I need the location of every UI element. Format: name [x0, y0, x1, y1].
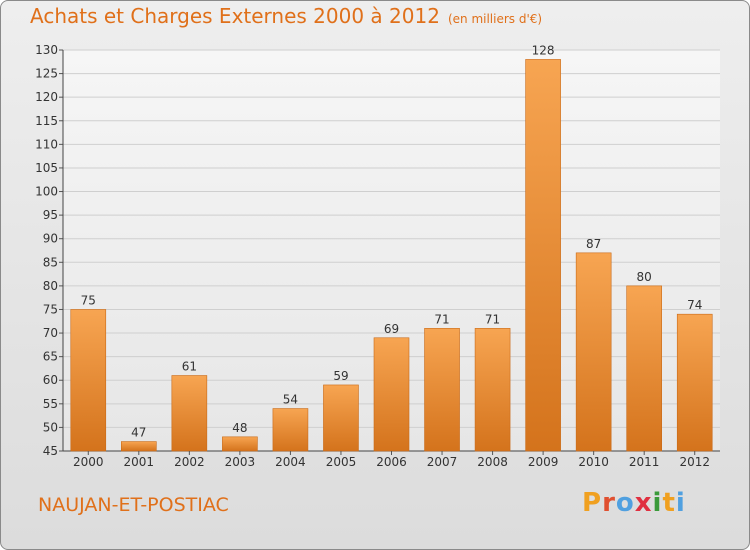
- bar: [525, 59, 561, 452]
- y-tick-label: 130: [35, 43, 58, 57]
- y-tick-label: 120: [35, 90, 58, 104]
- y-tick-label: 50: [43, 420, 58, 434]
- y-tick-label: 70: [43, 326, 58, 340]
- y-tick-label: 75: [43, 302, 58, 316]
- bar: [626, 285, 662, 452]
- data-label: 87: [586, 237, 601, 251]
- bar: [171, 375, 208, 452]
- logo-letter: o: [615, 488, 635, 518]
- x-tick-label: 2000: [73, 455, 104, 469]
- data-label: 47: [131, 426, 146, 440]
- x-tick-label: 2011: [629, 455, 660, 469]
- y-tick-label: 115: [35, 114, 58, 128]
- y-tick-label: 80: [43, 279, 58, 293]
- data-label: 54: [283, 393, 298, 407]
- y-tick-label: 90: [43, 232, 58, 246]
- logo-letter: i: [652, 488, 663, 518]
- logo-letter: P: [582, 488, 603, 518]
- x-tick-label: 2006: [376, 455, 407, 469]
- commune-name: NAUJAN-ET-POSTIAC: [38, 494, 229, 516]
- data-label: 74: [687, 298, 702, 312]
- bar: [474, 328, 511, 452]
- data-label: 80: [637, 270, 652, 284]
- y-tick-label: 95: [43, 208, 58, 222]
- chart-title: Achats et Charges Externes 2000 à 2012: [30, 4, 440, 28]
- bar: [222, 436, 258, 452]
- data-label: 75: [81, 293, 96, 307]
- y-tick-label: 55: [43, 397, 58, 411]
- chart-title-block: Achats et Charges Externes 2000 à 2012 (e…: [30, 4, 542, 28]
- y-tick-label: 65: [43, 350, 58, 364]
- bar: [70, 309, 107, 452]
- x-tick-label: 2007: [427, 455, 458, 469]
- y-tick-label: 125: [35, 67, 58, 81]
- x-tick-label: 2009: [528, 455, 559, 469]
- bar: [121, 441, 157, 452]
- y-tick-label: 85: [43, 255, 58, 269]
- logo-letter: t: [662, 488, 676, 518]
- chart-subtitle: (en milliers d'€): [447, 12, 543, 26]
- bar: [575, 252, 612, 452]
- logo-letter: r: [602, 488, 616, 518]
- x-tick-label: 2002: [174, 455, 205, 469]
- data-label: 59: [333, 369, 348, 383]
- x-tick-label: 2010: [578, 455, 609, 469]
- y-tick-label: 60: [43, 373, 58, 387]
- bar: [373, 337, 410, 452]
- data-label: 71: [434, 312, 449, 326]
- x-tick-label: 2008: [477, 455, 508, 469]
- data-label: 71: [485, 312, 500, 326]
- logo-letter: x: [634, 488, 653, 518]
- bar: [272, 408, 309, 452]
- data-label: 128: [532, 43, 555, 57]
- proxiti-logo: Proxiti: [582, 488, 686, 518]
- bar: [676, 313, 713, 452]
- y-tick-label: 45: [43, 444, 58, 458]
- bar: [323, 384, 359, 452]
- logo-letter: i: [675, 488, 686, 518]
- y-tick-label: 105: [35, 161, 58, 175]
- x-tick-label: 2012: [679, 455, 710, 469]
- y-tick-label: 110: [35, 137, 58, 151]
- x-tick-label: 2001: [124, 455, 155, 469]
- x-tick-label: 2005: [326, 455, 357, 469]
- y-tick-label: 100: [35, 185, 58, 199]
- x-tick-label: 2003: [225, 455, 256, 469]
- data-label: 69: [384, 322, 399, 336]
- x-tick-label: 2004: [275, 455, 306, 469]
- data-label: 61: [182, 360, 197, 374]
- data-label: 48: [232, 421, 247, 435]
- bar: [424, 328, 460, 452]
